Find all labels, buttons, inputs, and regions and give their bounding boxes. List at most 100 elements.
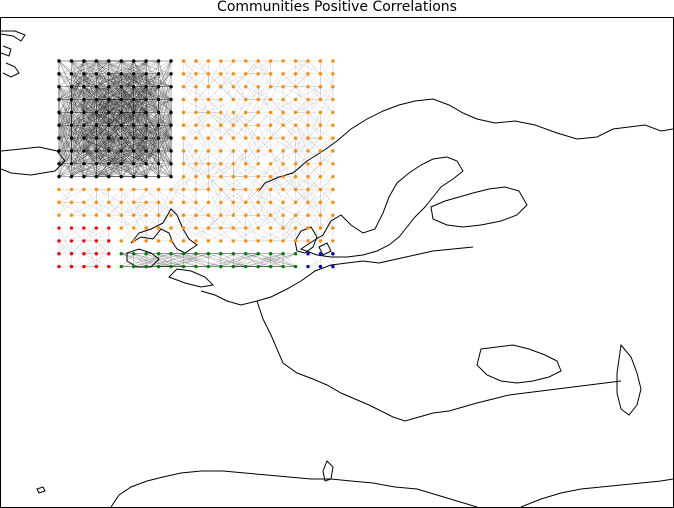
correlation-edge	[257, 60, 271, 87]
grid-node	[293, 97, 298, 102]
correlation-edge	[195, 112, 209, 139]
grid-node	[281, 149, 285, 153]
correlation-edge	[96, 60, 147, 100]
correlation-edge	[108, 150, 134, 165]
correlation-edge	[133, 125, 172, 139]
correlation-edge	[133, 138, 147, 177]
correlation-edge	[145, 73, 159, 87]
correlation-edge	[108, 125, 122, 164]
correlation-edge	[233, 73, 246, 100]
correlation-edge	[145, 86, 159, 113]
correlation-edge	[83, 112, 110, 152]
correlation-edge	[245, 86, 259, 113]
correlation-edge	[282, 137, 309, 152]
grid-node	[281, 136, 285, 140]
correlation-edge	[71, 60, 85, 87]
grid-node	[119, 239, 123, 243]
correlation-edge	[58, 125, 109, 164]
grid-node	[156, 200, 161, 205]
correlation-edge	[195, 137, 209, 164]
correlation-edge	[158, 125, 172, 139]
correlation-edge	[245, 227, 271, 242]
correlation-edge	[121, 73, 159, 87]
correlation-edge	[158, 99, 172, 113]
correlation-edge	[158, 253, 172, 267]
correlation-edge	[83, 240, 109, 254]
correlation-edge	[233, 137, 246, 152]
correlation-edge	[145, 163, 159, 177]
correlation-edge	[158, 125, 172, 164]
correlation-edge	[96, 86, 134, 139]
grid-node	[219, 110, 223, 115]
grid-node	[119, 264, 123, 269]
correlation-edge	[58, 137, 97, 177]
correlation-edge	[58, 86, 97, 126]
grid-node	[306, 213, 310, 217]
correlation-edge	[295, 60, 321, 75]
correlation-edge	[245, 202, 259, 216]
correlation-edge	[295, 150, 321, 165]
correlation-edge	[96, 202, 109, 216]
correlation-edge	[233, 189, 246, 203]
grid-node	[268, 162, 273, 166]
correlation-edge	[71, 125, 122, 139]
correlation-edge	[71, 86, 109, 113]
correlation-edge	[307, 112, 321, 139]
correlation-edge	[108, 125, 134, 139]
grid-node	[306, 123, 310, 127]
grid-node	[194, 252, 198, 256]
grid-node	[119, 59, 123, 63]
correlation-edge	[208, 112, 222, 126]
correlation-edge	[58, 112, 97, 139]
grid-node	[69, 72, 74, 76]
correlation-edge	[133, 73, 147, 113]
correlation-edge	[71, 137, 109, 152]
correlation-edge	[270, 99, 284, 113]
correlation-edge	[121, 86, 159, 139]
correlation-edge	[121, 253, 172, 267]
correlation-edge	[96, 73, 147, 113]
grid-node	[194, 72, 198, 76]
grid-node	[219, 239, 223, 243]
correlation-edge	[121, 112, 147, 152]
grid-node	[181, 174, 186, 179]
correlation-edge	[96, 86, 134, 113]
correlation-edge	[282, 99, 296, 113]
correlation-edge	[320, 176, 334, 203]
grid-node	[331, 239, 335, 243]
correlation-edge	[258, 163, 271, 177]
correlation-edge	[96, 112, 134, 139]
correlation-edge	[133, 253, 159, 267]
correlation-edge	[245, 176, 271, 190]
correlation-edge	[58, 112, 97, 152]
correlation-edge	[258, 163, 284, 177]
correlation-edge	[108, 150, 159, 165]
correlation-edge	[58, 73, 85, 113]
grid-node	[107, 213, 111, 217]
correlation-edge	[121, 86, 134, 100]
correlation-edge	[108, 73, 122, 113]
correlation-edge	[133, 112, 147, 164]
grid-node	[318, 110, 323, 115]
correlation-edge	[195, 112, 221, 126]
correlation-edge	[58, 60, 109, 100]
grid-node	[144, 162, 148, 166]
correlation-edge	[58, 150, 72, 177]
correlation-edge	[282, 176, 296, 190]
correlation-edge	[133, 86, 159, 100]
grid-node	[219, 136, 223, 140]
grid-node	[82, 174, 86, 179]
grid-node	[306, 226, 310, 230]
correlation-edge	[270, 99, 296, 113]
correlation-edge	[83, 125, 134, 139]
correlation-edge	[71, 137, 85, 152]
correlation-edge	[282, 73, 309, 87]
grid-node	[82, 85, 86, 89]
grid-node	[318, 123, 323, 127]
grid-node	[331, 136, 335, 140]
correlation-edge	[58, 125, 97, 139]
correlation-edge	[145, 125, 172, 164]
correlation-edge	[108, 112, 122, 152]
correlation-edge	[83, 137, 97, 152]
correlation-edge	[108, 137, 147, 165]
